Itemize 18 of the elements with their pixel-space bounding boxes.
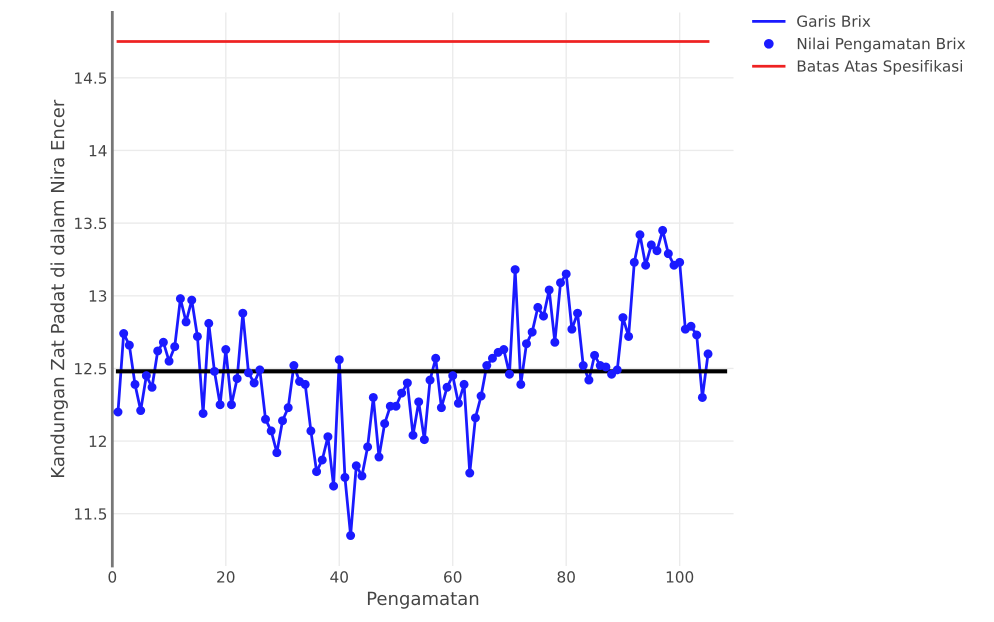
legend-label: Batas Atas Spesifikasi (798, 60, 962, 75)
x-tick-label: 100 (666, 571, 694, 583)
x-tick-label: 20 (217, 571, 234, 583)
y-tick-label: 14 (90, 145, 107, 156)
y-tick-label: 12.5 (75, 362, 106, 374)
y-tick-label: 14.5 (75, 72, 106, 84)
legend-label: Nilai Pengamatan Brix (798, 38, 966, 52)
y-axis-title: Kandungan Zat Padat di dalam Nira Encer (50, 100, 68, 477)
x-tick-label: 40 (330, 571, 348, 583)
x-tick-label: 80 (558, 571, 575, 583)
y-tick-label: 11.5 (75, 508, 106, 520)
x-tick-label: 60 (444, 571, 462, 583)
y-tick-label: 13 (90, 290, 106, 302)
x-axis-title: Pengamatan (368, 592, 478, 609)
y-tick-label: 13.5 (75, 218, 106, 230)
x-tick-label: 0 (108, 571, 116, 583)
y-tick-label: 12 (90, 436, 106, 447)
legend-label: Garis Brix (797, 15, 870, 27)
